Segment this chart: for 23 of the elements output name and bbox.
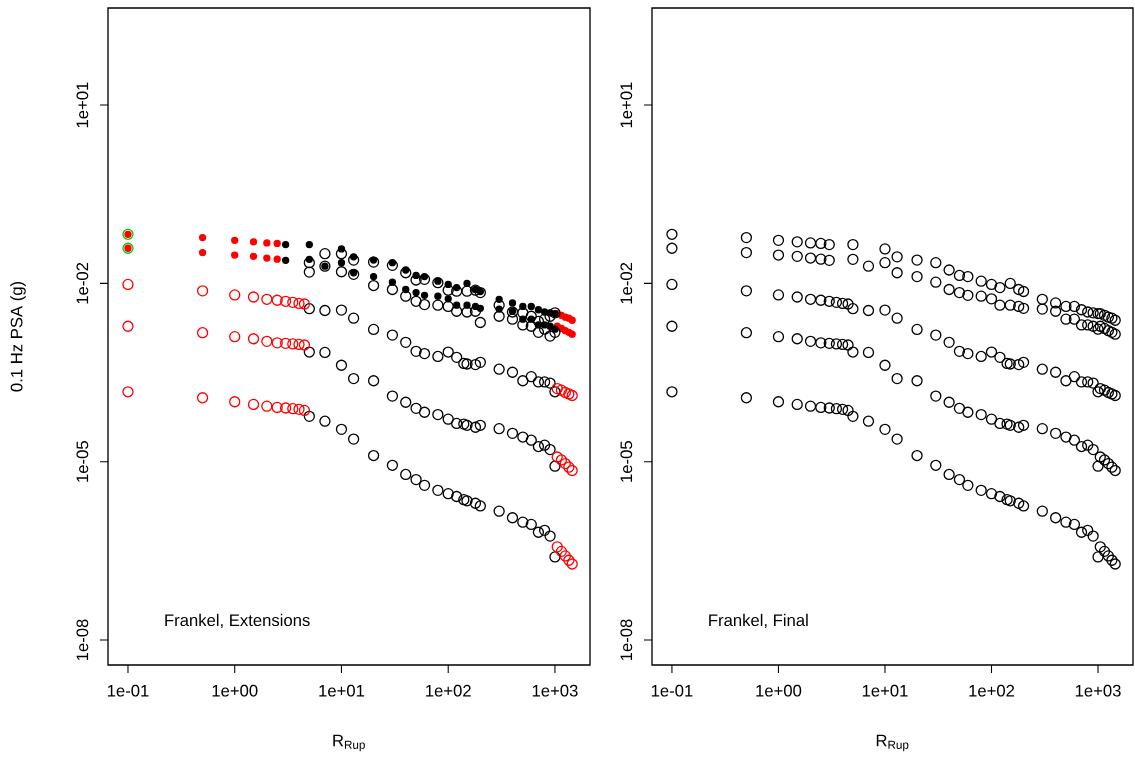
x-tick-label: 1e+02 [969,684,1015,697]
y-tick-label: 1e+01 [76,82,89,128]
x-axis-title: R$_{Rup}$ [333,734,365,752]
x-tick-label: 1e-01 [651,684,693,697]
y-tick-label: 1e-08 [76,619,89,661]
y-axis-title: 0.1 Hz PSA (g) [10,281,26,392]
annotation: Frankel, Extensions [165,613,310,629]
x-tick-label: 1e-01 [107,684,149,697]
x-tick-label: 1e+02 [426,684,471,697]
x-tick-label: 1e+03 [1075,684,1121,697]
y-tick-label: 1e-08 [620,619,633,661]
y-tick-label: 1e-02 [620,262,633,304]
x-axis-title: R$_{Rup}$ [876,734,909,752]
y-tick-label: 1e-02 [76,262,89,304]
x-tick-label: 1e+01 [319,684,365,697]
y-tick-label: 1e-05 [620,441,633,482]
y-tick-label: 1e+01 [620,82,633,128]
x-tick-label: 1e+01 [862,684,908,697]
annotation: Frankel, Final [709,613,808,629]
x-tick-label: 1e+00 [212,684,258,697]
y-tick-label: 1e-05 [76,441,89,482]
x-tick-label: 1e+03 [532,684,578,697]
x-tick-label: 1e+00 [756,684,802,697]
